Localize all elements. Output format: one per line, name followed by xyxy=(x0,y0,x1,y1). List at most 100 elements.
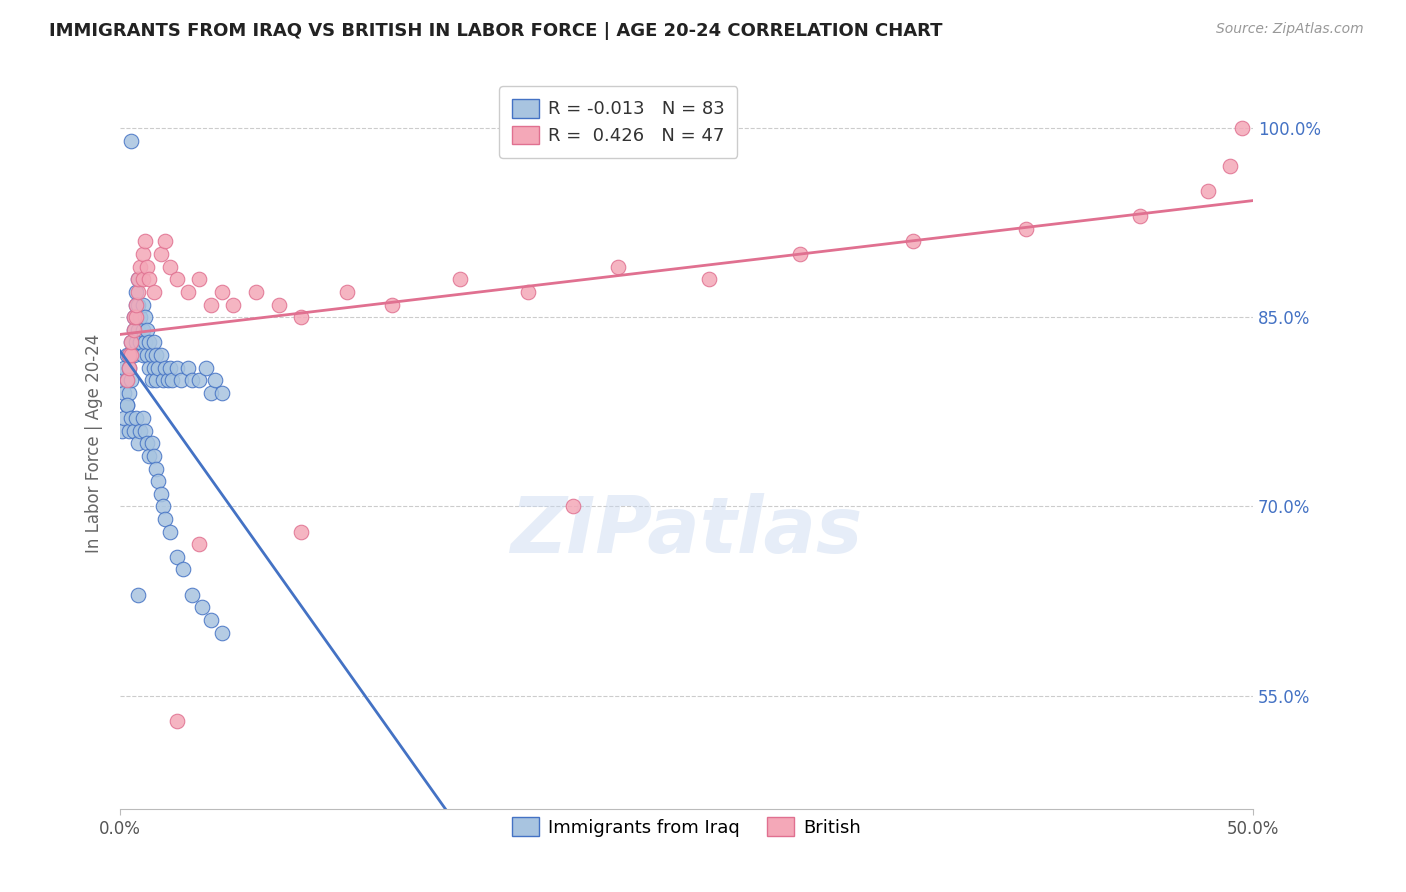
Text: Source: ZipAtlas.com: Source: ZipAtlas.com xyxy=(1216,22,1364,37)
Point xyxy=(155,235,177,249)
Point xyxy=(111,373,134,387)
Point xyxy=(188,373,211,387)
Point xyxy=(142,335,165,350)
Point xyxy=(134,235,156,249)
Text: IMMIGRANTS FROM IRAQ VS BRITISH IN LABOR FORCE | AGE 20-24 CORRELATION CHART: IMMIGRANTS FROM IRAQ VS BRITISH IN LABOR… xyxy=(49,22,942,40)
Point xyxy=(122,310,145,325)
Point xyxy=(118,424,141,438)
Point xyxy=(111,424,134,438)
Point xyxy=(131,272,153,286)
Point xyxy=(381,297,404,311)
Point xyxy=(138,360,160,375)
Point xyxy=(1197,184,1219,198)
Point xyxy=(127,323,149,337)
Point xyxy=(449,272,471,286)
Point xyxy=(1219,159,1241,173)
Point xyxy=(138,272,160,286)
Point xyxy=(115,373,138,387)
Point xyxy=(131,247,153,261)
Point xyxy=(172,562,194,576)
Point xyxy=(122,348,145,362)
Point xyxy=(159,360,181,375)
Point xyxy=(166,549,188,564)
Point xyxy=(267,297,290,311)
Point xyxy=(335,285,357,299)
Point xyxy=(125,411,148,425)
Point xyxy=(129,310,152,325)
Point xyxy=(181,373,204,387)
Point xyxy=(127,436,149,450)
Point xyxy=(125,297,148,311)
Point xyxy=(118,385,141,400)
Point xyxy=(125,310,148,325)
Point xyxy=(156,373,179,387)
Point xyxy=(188,272,211,286)
Point xyxy=(145,348,167,362)
Point xyxy=(166,360,188,375)
Point xyxy=(181,588,204,602)
Point xyxy=(134,310,156,325)
Point xyxy=(195,360,218,375)
Point xyxy=(149,348,172,362)
Point xyxy=(114,360,136,375)
Point xyxy=(118,348,141,362)
Point xyxy=(152,500,174,514)
Point xyxy=(166,272,188,286)
Point xyxy=(134,424,156,438)
Point xyxy=(136,323,159,337)
Point xyxy=(138,449,160,463)
Point xyxy=(204,373,226,387)
Point xyxy=(155,360,177,375)
Point xyxy=(127,588,149,602)
Point xyxy=(118,348,141,362)
Point xyxy=(136,348,159,362)
Point xyxy=(607,260,630,274)
Point xyxy=(516,285,538,299)
Point xyxy=(120,335,142,350)
Y-axis label: In Labor Force | Age 20-24: In Labor Force | Age 20-24 xyxy=(86,334,103,553)
Point xyxy=(120,335,142,350)
Point xyxy=(211,285,233,299)
Point xyxy=(177,360,200,375)
Point xyxy=(290,310,312,325)
Point xyxy=(127,272,149,286)
Point xyxy=(200,385,222,400)
Point xyxy=(120,411,142,425)
Point xyxy=(200,297,222,311)
Point xyxy=(1230,120,1253,135)
Point xyxy=(148,474,170,488)
Point xyxy=(141,436,163,450)
Point xyxy=(1015,222,1038,236)
Point xyxy=(120,348,142,362)
Point xyxy=(211,625,233,640)
Point xyxy=(200,613,222,627)
Point xyxy=(115,399,138,413)
Point xyxy=(145,461,167,475)
Point xyxy=(160,373,183,387)
Point xyxy=(120,348,142,362)
Point xyxy=(125,297,148,311)
Point xyxy=(127,285,149,299)
Point xyxy=(166,714,188,728)
Point xyxy=(118,360,141,375)
Point xyxy=(114,411,136,425)
Point xyxy=(901,235,924,249)
Point xyxy=(118,360,141,375)
Point xyxy=(122,310,145,325)
Point xyxy=(142,285,165,299)
Legend: Immigrants from Iraq, British: Immigrants from Iraq, British xyxy=(505,810,868,844)
Point xyxy=(170,373,193,387)
Point xyxy=(131,411,153,425)
Point xyxy=(149,487,172,501)
Point xyxy=(188,537,211,551)
Point xyxy=(290,524,312,539)
Point xyxy=(138,335,160,350)
Point xyxy=(136,260,159,274)
Point xyxy=(1128,209,1150,223)
Point xyxy=(129,335,152,350)
Point xyxy=(120,134,142,148)
Point xyxy=(222,297,245,311)
Point xyxy=(122,323,145,337)
Point xyxy=(127,272,149,286)
Point xyxy=(127,297,149,311)
